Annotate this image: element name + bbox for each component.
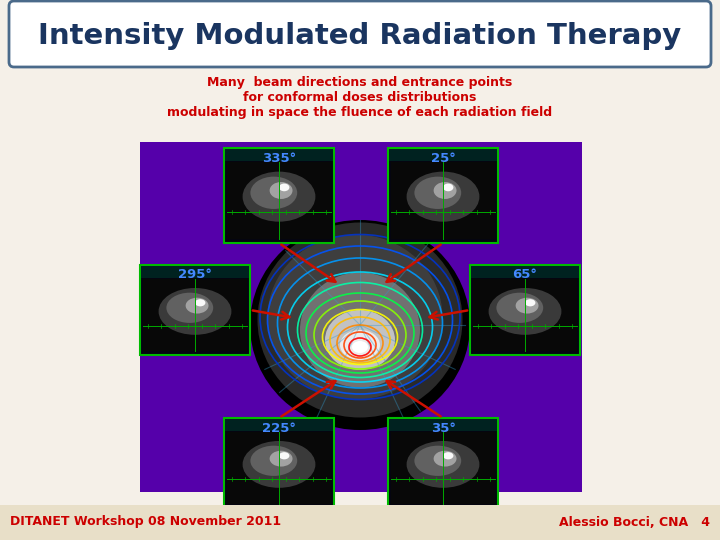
Bar bbox=[227, 162, 331, 239]
Text: 335°: 335° bbox=[262, 152, 296, 165]
Ellipse shape bbox=[443, 452, 454, 460]
Bar bbox=[140, 142, 582, 492]
FancyBboxPatch shape bbox=[9, 1, 711, 67]
Ellipse shape bbox=[407, 441, 480, 488]
Ellipse shape bbox=[443, 184, 454, 191]
Ellipse shape bbox=[415, 177, 462, 209]
Ellipse shape bbox=[250, 220, 470, 430]
Bar bbox=[141, 266, 249, 278]
Bar bbox=[391, 432, 495, 504]
Bar bbox=[471, 266, 579, 278]
Ellipse shape bbox=[300, 273, 420, 388]
Bar bbox=[0, 505, 720, 540]
Text: 35°: 35° bbox=[431, 422, 456, 435]
Bar bbox=[473, 279, 577, 351]
Ellipse shape bbox=[158, 288, 231, 335]
Text: DITANET Workshop 08 November 2011: DITANET Workshop 08 November 2011 bbox=[10, 516, 281, 529]
Ellipse shape bbox=[433, 182, 456, 199]
Ellipse shape bbox=[269, 451, 292, 467]
Bar bbox=[389, 419, 497, 431]
Ellipse shape bbox=[407, 172, 480, 222]
Text: modulating in space the fluence of each radiation field: modulating in space the fluence of each … bbox=[168, 106, 552, 119]
Bar bbox=[470, 265, 580, 355]
Ellipse shape bbox=[325, 310, 395, 370]
Bar bbox=[143, 279, 247, 351]
Ellipse shape bbox=[269, 182, 292, 199]
Ellipse shape bbox=[279, 452, 289, 460]
Bar bbox=[140, 265, 250, 355]
Ellipse shape bbox=[352, 341, 368, 353]
Ellipse shape bbox=[166, 293, 213, 323]
Ellipse shape bbox=[415, 446, 462, 476]
Bar bbox=[225, 419, 333, 431]
Ellipse shape bbox=[279, 184, 289, 191]
Bar bbox=[224, 418, 334, 508]
Text: Alessio Bocci, CNA   4: Alessio Bocci, CNA 4 bbox=[559, 516, 710, 529]
Text: 295°: 295° bbox=[178, 268, 212, 281]
Bar bbox=[388, 148, 498, 243]
Text: 65°: 65° bbox=[513, 268, 537, 281]
Ellipse shape bbox=[433, 451, 456, 467]
Ellipse shape bbox=[186, 298, 209, 314]
Text: 225°: 225° bbox=[262, 422, 296, 435]
Ellipse shape bbox=[195, 299, 205, 306]
Bar bbox=[224, 148, 334, 243]
Ellipse shape bbox=[251, 446, 297, 476]
Bar bbox=[388, 418, 498, 508]
Ellipse shape bbox=[516, 298, 539, 314]
Ellipse shape bbox=[340, 330, 380, 360]
Ellipse shape bbox=[525, 299, 536, 306]
Text: 25°: 25° bbox=[431, 152, 455, 165]
Ellipse shape bbox=[251, 177, 297, 209]
Ellipse shape bbox=[243, 441, 315, 488]
Ellipse shape bbox=[243, 172, 315, 222]
Bar bbox=[225, 149, 333, 161]
Bar bbox=[227, 432, 331, 504]
Text: Intensity Modulated Radiation Therapy: Intensity Modulated Radiation Therapy bbox=[38, 22, 682, 50]
Ellipse shape bbox=[268, 234, 443, 400]
Ellipse shape bbox=[496, 293, 543, 323]
Bar bbox=[391, 162, 495, 239]
Ellipse shape bbox=[258, 222, 462, 417]
Text: for conformal doses distributions: for conformal doses distributions bbox=[243, 91, 477, 104]
Text: Many  beam directions and entrance points: Many beam directions and entrance points bbox=[207, 76, 513, 89]
Bar bbox=[389, 149, 497, 161]
Ellipse shape bbox=[489, 288, 562, 335]
